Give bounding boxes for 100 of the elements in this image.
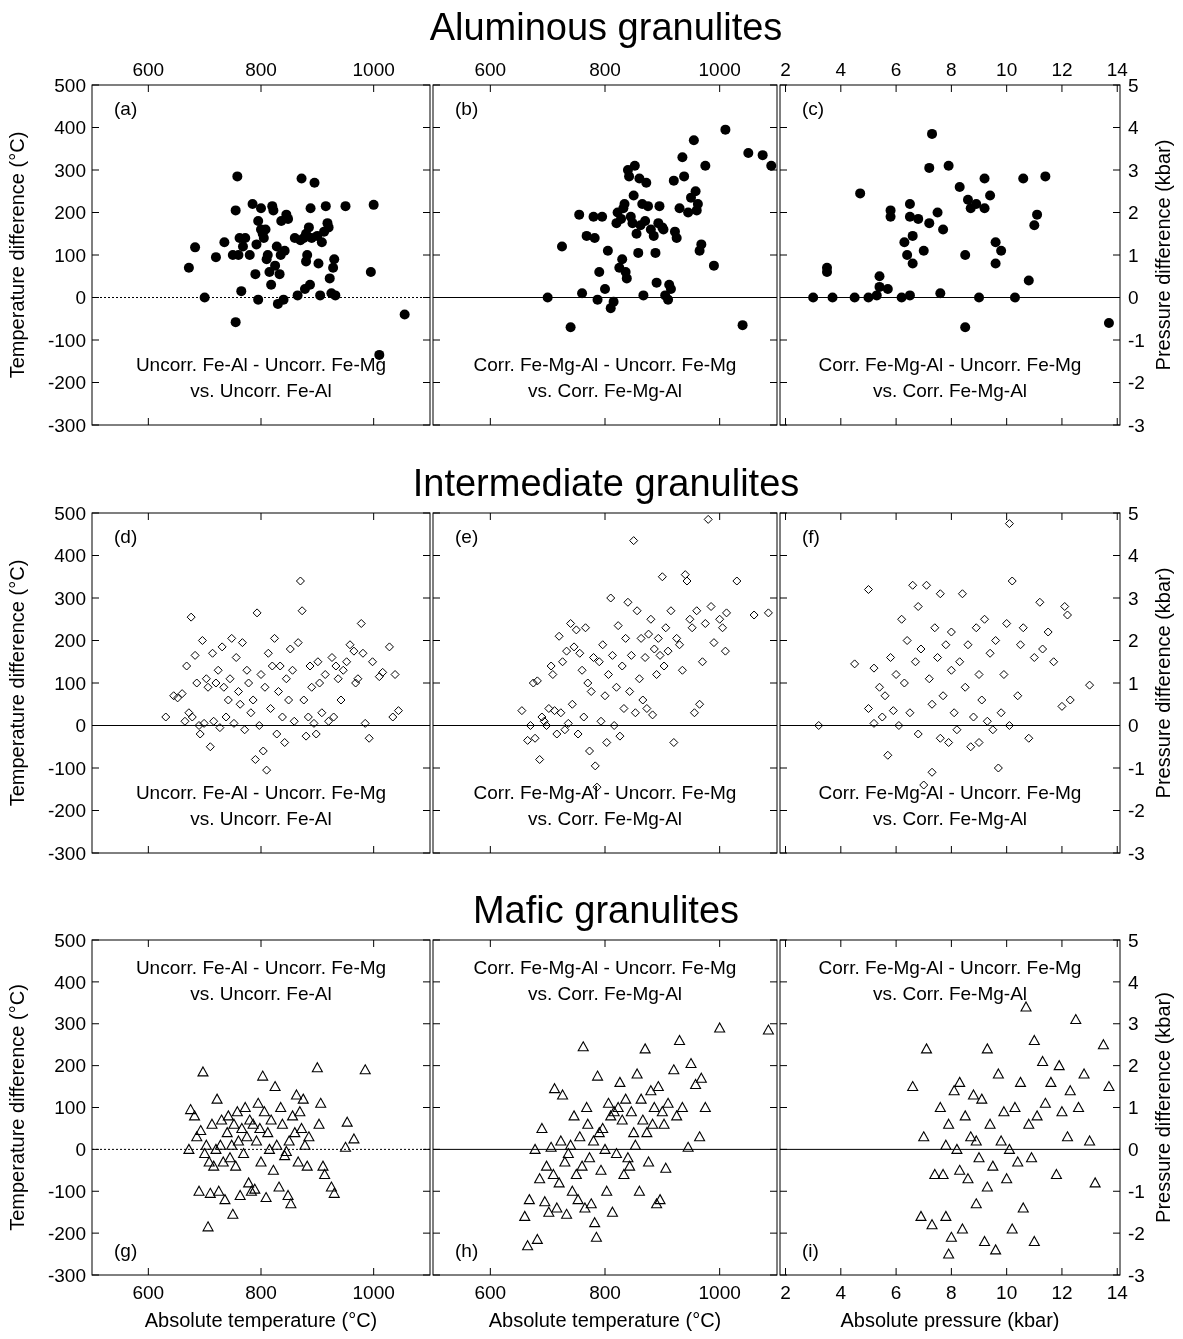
y2-axis-title: Pressure difference (kbar): [1152, 992, 1174, 1223]
y-axis-title: Temperature difference (°C): [6, 131, 28, 379]
y-tick-label: 500: [54, 929, 86, 951]
y-tick-label: 200: [54, 202, 86, 224]
y-tick-label: -200: [47, 372, 86, 394]
y-tick-label: -100: [47, 1180, 86, 1202]
x-tick-label: 12: [1051, 1282, 1073, 1303]
y2-tick-label: 5: [1128, 502, 1139, 524]
y2-tick-label: -3: [1128, 842, 1145, 864]
annotation: (e): [455, 526, 479, 547]
y2-axis-title: Pressure difference (kbar): [1152, 139, 1174, 371]
y2-tick-label: 2: [1128, 1055, 1139, 1077]
annotation: Corr. Fe-Mg-Al - Uncorr. Fe-Mg vs. Corr. Fe-Mg-Al: [818, 782, 1082, 829]
x-tick-label: 1000: [352, 59, 395, 80]
y-tick-label: -300: [47, 414, 86, 436]
x-tick-label: 8: [946, 59, 957, 80]
x-tick-label: 800: [245, 59, 277, 80]
y-tick-label: 100: [54, 1097, 86, 1119]
y2-tick-label: 3: [1128, 159, 1139, 181]
x-tick-label: 800: [589, 1282, 621, 1303]
x-tick-label: 8: [946, 1282, 957, 1303]
y2-tick-label: 2: [1128, 202, 1139, 224]
chart-title: Aluminous granulites: [429, 6, 783, 48]
y2-tick-label: -2: [1128, 372, 1145, 394]
y2-tick-label: -1: [1128, 1180, 1145, 1202]
x-tick-label: 600: [132, 59, 165, 80]
annotation: Corr. Fe-Mg-Al - Uncorr. Fe-Mg vs. Corr. Fe-Mg-Al: [818, 354, 1082, 401]
x-tick-label: 2: [780, 59, 791, 80]
y-axis-title: Temperature difference (°C): [6, 984, 28, 1231]
y-tick-label: -200: [47, 800, 86, 822]
y-tick-label: 500: [54, 74, 86, 96]
annotation: (h): [455, 1240, 479, 1261]
y2-tick-label: 4: [1128, 545, 1139, 567]
y-tick-label: 400: [54, 971, 86, 993]
y2-tick-label: 3: [1128, 1013, 1139, 1035]
y2-tick-label: 3: [1128, 587, 1139, 609]
x-tick-label: 600: [474, 59, 507, 80]
y-tick-label: -100: [47, 757, 86, 779]
annotation: (a): [114, 98, 138, 119]
y-tick-label: 500: [54, 502, 86, 524]
x-axis-title: Absolute temperature (°C): [488, 1309, 722, 1331]
y-tick-label: 0: [75, 1139, 86, 1161]
x-tick-label: 800: [245, 1282, 277, 1303]
y2-tick-label: 4: [1128, 117, 1139, 139]
y2-tick-label: -1: [1128, 757, 1145, 779]
y-tick-label: 200: [54, 630, 86, 652]
y2-tick-label: -2: [1128, 800, 1145, 822]
x-tick-label: 10: [996, 59, 1018, 80]
annotation: Corr. Fe-Mg-Al - Uncorr. Fe-Mg vs. Corr. Fe-Mg-Al: [473, 782, 737, 829]
y2-tick-label: 5: [1128, 74, 1139, 96]
y-tick-label: 100: [54, 244, 86, 266]
y2-tick-label: 0: [1128, 715, 1139, 737]
x-tick-label: 10: [996, 1282, 1018, 1303]
annotation: Corr. Fe-Mg-Al - Uncorr. Fe-Mg vs. Corr. Fe-Mg-Al: [473, 354, 737, 401]
x-tick-label: 14: [1106, 59, 1129, 80]
x-axis-title: Absolute temperature (°C): [144, 1309, 378, 1331]
x-tick-label: 4: [835, 1282, 847, 1303]
y-tick-label: -300: [47, 1264, 86, 1286]
x-axis-title: Absolute pressure (kbar): [840, 1309, 1060, 1331]
y2-tick-label: 1: [1128, 244, 1139, 266]
annotation: (f): [802, 526, 820, 547]
y-tick-label: -200: [47, 1222, 86, 1244]
y2-tick-label: -1: [1128, 329, 1145, 351]
x-tick-label: 800: [589, 59, 621, 80]
x-tick-label: 14: [1106, 1282, 1129, 1303]
y2-tick-label: 0: [1128, 1139, 1139, 1161]
y-axis-title: Temperature difference (°C): [6, 559, 28, 807]
chart-title: Mafic granulites: [472, 889, 740, 931]
y-tick-label: 400: [54, 545, 86, 567]
annotation: (c): [802, 98, 825, 119]
y-tick-label: 300: [54, 587, 86, 609]
x-tick-label: 600: [474, 1282, 507, 1303]
y-tick-label: 400: [54, 117, 86, 139]
x-tick-label: 1000: [352, 1282, 395, 1303]
y-tick-label: 300: [54, 1013, 86, 1035]
annotation: (d): [114, 526, 138, 547]
x-tick-label: 4: [835, 59, 847, 80]
annotation: Uncorr. Fe-Al - Uncorr. Fe-Mg vs. Uncorr. Fe-Al: [135, 957, 387, 1004]
y-tick-label: -300: [47, 842, 86, 864]
x-tick-label: 6: [890, 59, 902, 80]
y2-tick-label: -3: [1128, 414, 1145, 436]
annotation: Corr. Fe-Mg-Al - Uncorr. Fe-Mg vs. Corr. Fe-Mg-Al: [473, 957, 737, 1004]
y-tick-label: 100: [54, 672, 86, 694]
y2-tick-label: 2: [1128, 630, 1139, 652]
y-tick-label: 300: [54, 159, 86, 181]
annotation: Uncorr. Fe-Al - Uncorr. Fe-Mg vs. Uncorr. Fe-Al: [135, 782, 387, 829]
annotation: (b): [455, 98, 479, 119]
x-tick-label: 600: [132, 1282, 165, 1303]
annotation: (i): [802, 1240, 819, 1261]
y-tick-label: 0: [75, 287, 86, 309]
y-tick-label: 200: [54, 1055, 86, 1077]
y2-tick-label: 5: [1128, 929, 1139, 951]
y2-tick-label: 1: [1128, 672, 1139, 694]
annotation: Corr. Fe-Mg-Al - Uncorr. Fe-Mg vs. Corr. Fe-Mg-Al: [818, 957, 1082, 1004]
annotation: (g): [114, 1240, 138, 1261]
y2-tick-label: 4: [1128, 971, 1139, 993]
y2-tick-label: 0: [1128, 287, 1139, 309]
annotation: Uncorr. Fe-Al - Uncorr. Fe-Mg vs. Uncorr. Fe-Al: [135, 354, 387, 401]
x-tick-label: 1000: [698, 1282, 741, 1303]
x-tick-label: 6: [890, 1282, 902, 1303]
